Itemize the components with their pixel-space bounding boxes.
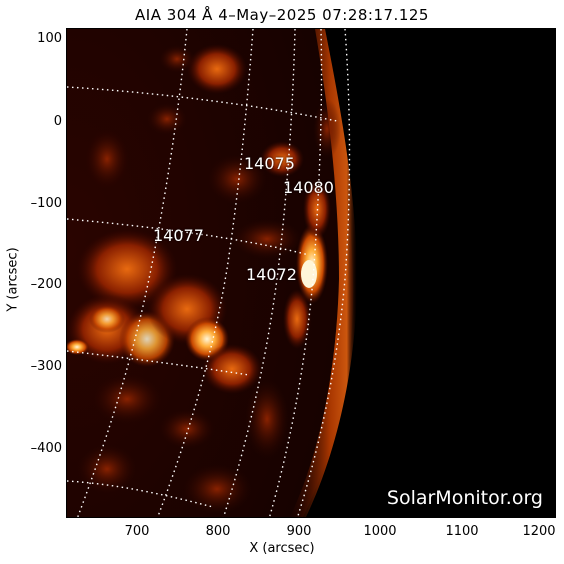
solar-image: 14075 14080 14077 14072 SolarMonitor.org [66,28,556,518]
x-tick-label: 700 [124,524,150,539]
heliographic-grid [67,29,351,517]
active-region-label: 14077 [153,226,204,245]
watermark: SolarMonitor.org [386,487,543,509]
active-region-label: 14075 [244,154,295,173]
y-tick-label: 0 [53,114,62,129]
active-region-label: 14072 [246,265,297,284]
y-tick-label: 100 [37,31,62,46]
solar-limb [289,29,357,517]
y-tick-label: –200 [30,277,62,292]
x-tick-label: 1100 [445,524,479,539]
x-axis-label: X (arcsec) [249,541,315,556]
active-region-label: 14080 [283,178,334,197]
x-tick-label: 900 [286,524,312,539]
chromosphere-features [67,44,341,514]
sun-disk-svg [67,29,357,517]
y-tick-label: –300 [30,359,62,374]
x-tick-label: 1000 [363,524,397,539]
y-tick-label: –100 [30,196,62,211]
x-tick-label: 800 [205,524,231,539]
x-tick-label: 1200 [522,524,556,539]
image-title: AIA 304 Å 4–May–2025 07:28:17.125 [135,6,429,24]
y-tick-label: –400 [30,441,62,456]
y-axis-label: Y (arcsec) [5,247,21,312]
